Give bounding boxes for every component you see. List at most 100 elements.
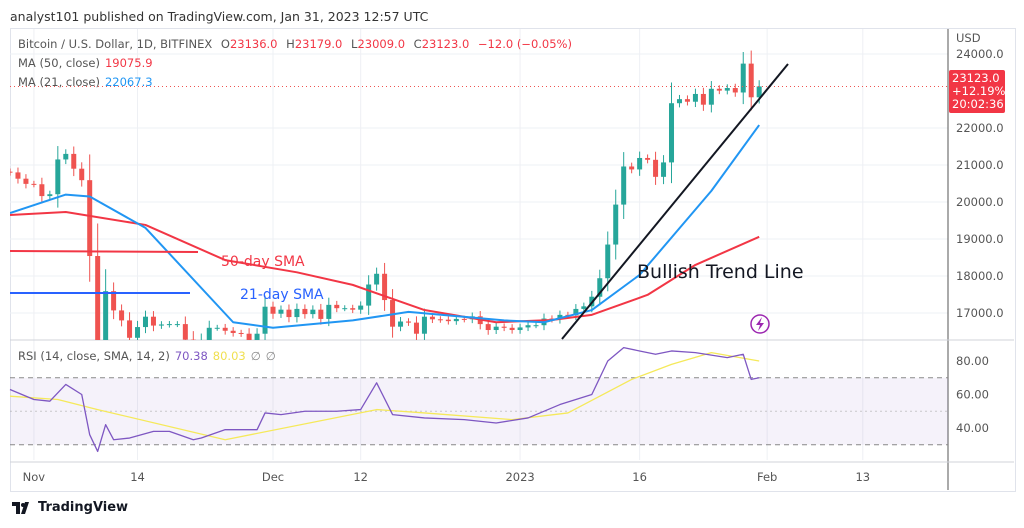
candle	[366, 284, 372, 306]
candle	[135, 327, 141, 338]
candle	[501, 326, 507, 328]
bullish-trend-line	[561, 63, 789, 340]
candle	[39, 184, 45, 197]
candle	[230, 330, 236, 333]
candle	[119, 310, 125, 321]
low-value: 23009.0	[357, 37, 406, 51]
x-tick-label: Feb	[757, 470, 777, 484]
candle	[262, 306, 268, 334]
chart-frame[interactable]	[10, 28, 1016, 492]
candle	[629, 166, 635, 170]
candle	[573, 308, 579, 316]
candle	[10, 171, 13, 173]
candle	[71, 153, 77, 169]
rsi-tick-label: 80.00	[956, 354, 989, 368]
ma21-legend[interactable]: MA (21, close) 22067.3	[18, 75, 153, 89]
candle	[63, 153, 69, 160]
tradingview-logo-icon	[12, 501, 29, 514]
candle	[166, 324, 172, 326]
candle	[653, 159, 659, 177]
candle	[445, 319, 451, 322]
candle	[103, 291, 109, 340]
y-tick-label: 21000.0	[956, 158, 1004, 172]
candle	[310, 309, 316, 315]
candle	[509, 327, 515, 331]
symbol-legend: Bitcoin / U.S. Dollar, 1D, BITFINEX O231…	[18, 37, 572, 51]
candle	[708, 88, 714, 105]
candle	[174, 324, 180, 326]
open-value: 23136.0	[229, 37, 278, 51]
annotation-line-50sma	[9, 250, 199, 253]
candle	[700, 93, 706, 105]
candle	[47, 194, 53, 197]
candle	[692, 93, 698, 102]
candle	[79, 168, 85, 181]
candle	[517, 327, 523, 331]
candle	[278, 309, 284, 314]
symbol-name: Bitcoin / U.S. Dollar, 1D, BITFINEX	[18, 37, 213, 51]
candle	[669, 103, 675, 163]
candle	[214, 327, 220, 329]
candle	[190, 339, 196, 340]
candle	[95, 256, 101, 340]
close-value: 23123.0	[421, 37, 470, 51]
lightning-bolt-icon	[756, 317, 764, 331]
candle	[87, 180, 93, 257]
candle	[684, 99, 690, 102]
candle	[222, 327, 228, 331]
candle	[302, 308, 308, 315]
y-tick-label: 24000.0	[956, 47, 1004, 61]
currency-label: USD	[956, 31, 981, 45]
annotation-bullish-trend-line: Bullish Trend Line	[637, 261, 804, 283]
candle	[557, 314, 563, 320]
candle	[613, 204, 619, 245]
candle	[637, 157, 643, 170]
candle	[406, 321, 411, 323]
candle	[461, 318, 467, 320]
candle	[732, 88, 738, 93]
candle	[286, 309, 292, 318]
ma21-line	[10, 124, 760, 329]
y-tick-label: 22000.0	[956, 121, 1004, 135]
price-pane	[10, 50, 762, 340]
rsi-line	[9, 346, 760, 453]
candle	[398, 321, 404, 327]
candle	[318, 309, 324, 319]
last-price-tag: 23123.0 +12.19% 20:02:36	[949, 70, 1006, 113]
candle	[111, 291, 117, 311]
candle	[382, 273, 388, 301]
rsi-tick-label: 40.00	[956, 421, 989, 435]
candle	[493, 326, 499, 331]
candle	[661, 162, 667, 177]
candle	[182, 324, 188, 340]
change-value: −12.0 (−0.05%)	[477, 37, 572, 51]
high-value: 23179.0	[294, 37, 343, 51]
candle	[437, 319, 443, 321]
candle	[294, 308, 300, 318]
candle	[342, 308, 348, 310]
published-caption: analyst101 published on TradingView.com,…	[10, 9, 429, 24]
candle	[334, 304, 340, 309]
rsi-sma-line	[9, 351, 760, 441]
candle	[676, 99, 682, 104]
rsi-legend[interactable]: RSI (14, close, SMA, 14, 2) 70.38 80.03 ∅ ∅	[18, 349, 276, 363]
candle	[453, 318, 459, 322]
candle	[55, 159, 61, 195]
tradingview-logo[interactable]: TradingView	[12, 500, 128, 515]
rsi-tick-label: 60.00	[956, 388, 989, 402]
ma50-legend[interactable]: MA (50, close) 19075.9	[18, 56, 153, 70]
y-tick-label: 19000.0	[956, 232, 1004, 246]
annotation-50-day-sma: 50-day SMA	[221, 254, 305, 270]
x-tick-label: 2023	[505, 470, 534, 484]
candle	[740, 63, 746, 93]
candle	[605, 244, 611, 279]
candle	[485, 324, 491, 331]
x-tick-label: Dec	[262, 470, 284, 484]
candle	[525, 325, 531, 328]
candle	[23, 178, 29, 184]
y-tick-label: 17000.0	[956, 306, 1004, 320]
candle	[533, 325, 539, 327]
candle	[158, 324, 164, 326]
ma50-line	[10, 210, 760, 324]
